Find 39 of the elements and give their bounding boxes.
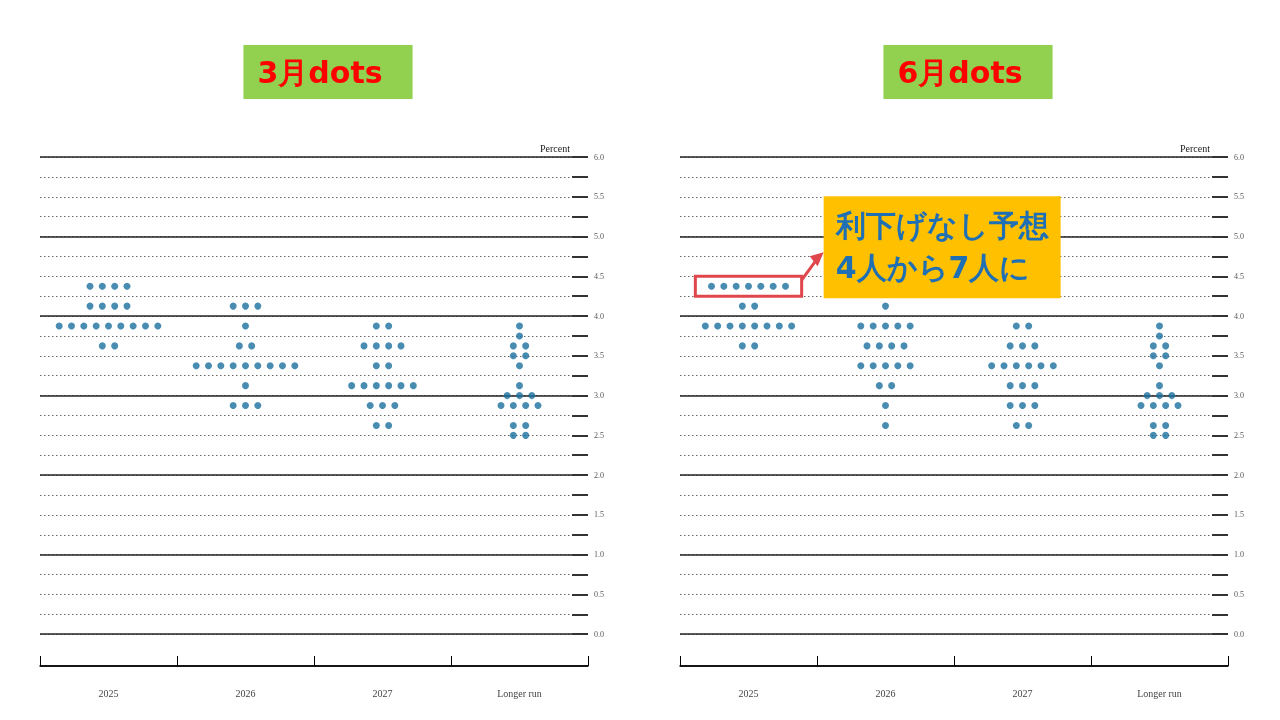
- y-tick-label: 2.0: [1234, 470, 1244, 480]
- y-axis-title: Percent: [1180, 142, 1211, 154]
- y-tick-label: 0.0: [594, 629, 604, 639]
- chart-title: 6月dots: [897, 54, 1023, 90]
- y-tick-label: 5.0: [1234, 232, 1244, 242]
- y-tick-label: 1.0: [594, 550, 604, 560]
- y-tick-label: 0.5: [1234, 589, 1244, 599]
- x-tick-label: 2025: [98, 687, 119, 699]
- y-tick-label: 5.5: [594, 192, 604, 202]
- y-tick-label: 3.5: [1234, 351, 1244, 361]
- x-tick-label: Longer run: [497, 687, 542, 699]
- y-tick-label: 2.5: [594, 430, 604, 440]
- y-tick-label: 3.0: [1234, 391, 1244, 401]
- y-tick-label: 3.0: [594, 391, 604, 401]
- y-tick-label: 4.0: [594, 311, 604, 321]
- y-tick-label: 4.0: [1234, 311, 1244, 321]
- y-tick-label: 1.5: [594, 510, 604, 520]
- annotation: 利下げなし予想 4人から7人に: [834, 207, 1049, 285]
- y-tick-label: 4.5: [1234, 271, 1244, 281]
- x-tick-label: 2026: [875, 687, 896, 699]
- x-tick-label: 2026: [235, 687, 256, 699]
- y-tick-label: 0.0: [1234, 629, 1244, 639]
- x-tick-label: 2025: [738, 687, 759, 699]
- y-tick-label: 6.0: [594, 152, 604, 162]
- y-tick-label: 5.0: [594, 232, 604, 242]
- x-tick-label: 2027: [1012, 687, 1033, 699]
- y-tick-label: 0.5: [594, 589, 604, 599]
- y-tick-label: 2.0: [594, 470, 604, 480]
- y-tick-label: 5.5: [1234, 192, 1244, 202]
- x-tick-label: Longer run: [1137, 687, 1182, 699]
- x-tick-label: 2027: [372, 687, 393, 699]
- y-tick-label: 3.5: [594, 351, 604, 361]
- y-tick-label: 1.0: [1234, 550, 1244, 560]
- chart-title: 3月dots: [257, 54, 383, 90]
- y-tick-label: 6.0: [1234, 152, 1244, 162]
- y-tick-label: 2.5: [1234, 430, 1244, 440]
- y-axis-title: Percent: [540, 142, 571, 154]
- y-tick-label: 4.5: [594, 271, 604, 281]
- y-tick-label: 1.5: [1234, 510, 1244, 520]
